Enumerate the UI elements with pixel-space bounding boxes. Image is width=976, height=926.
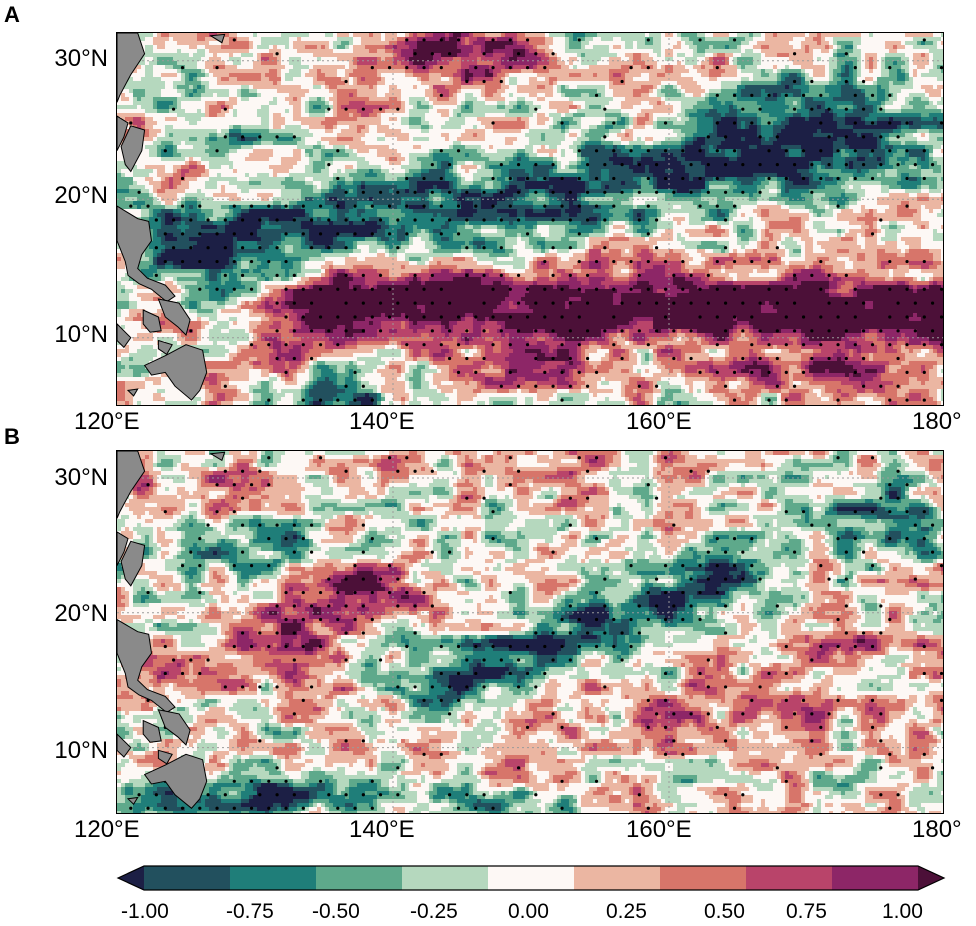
colorbar-outline <box>116 865 946 891</box>
panel-a-field <box>117 33 943 405</box>
significance-stippling <box>129 456 943 810</box>
colorbar-max-extend <box>918 866 944 890</box>
colorbar-segment <box>402 866 489 890</box>
panel-b-lon-tick: 180° <box>912 816 962 843</box>
colorbar-min-extend <box>118 866 144 890</box>
panel-b-map <box>116 450 944 814</box>
colorbar-tick-label: 0.50 <box>704 900 745 923</box>
panel-b-label: B <box>4 424 20 449</box>
panel-b-lat-tick: 10°N <box>54 737 108 764</box>
panel-a-lon-tick: 160°E <box>626 408 692 435</box>
gridlines <box>117 451 943 813</box>
colorbar-tick-label: -1.00 <box>121 900 169 923</box>
colorbar-tick-label: 1.00 <box>882 900 923 923</box>
colorbar-tick-label: -0.25 <box>410 900 458 923</box>
panel-b-lon-tick: 140°E <box>349 816 415 843</box>
shaded-field <box>117 33 943 405</box>
colorbar-tick-label: 0.00 <box>508 900 549 923</box>
colorbar-segment <box>660 866 747 890</box>
panel-b-lon-tick: 120°E <box>74 816 140 843</box>
shaded-field <box>117 451 943 813</box>
colorbar-segment <box>574 866 661 890</box>
panel-a-lat-tick: 20°N <box>54 182 108 209</box>
panel-a-lon-tick: 140°E <box>349 408 415 435</box>
panel-a-lon-tick: 180° <box>912 408 962 435</box>
colorbar-segment <box>144 866 231 890</box>
colorbar-tick-label: 0.25 <box>606 900 647 923</box>
panel-b-lat-tick: 30°N <box>54 464 108 491</box>
panel-a-lon-tick: 120°E <box>74 408 140 435</box>
colorbar-tick-label: 0.75 <box>786 900 827 923</box>
land-mask <box>117 33 226 401</box>
significance-stippling <box>129 38 943 402</box>
gridlines <box>117 33 943 405</box>
colorbar-segment <box>832 866 919 890</box>
colorbar <box>116 865 946 891</box>
panel-a-lat-tick: 30°N <box>54 45 108 72</box>
land-mask <box>117 451 226 809</box>
colorbar-segment <box>316 866 403 890</box>
colorbar-segment <box>488 866 575 890</box>
colorbar-tick-label: -0.75 <box>226 900 274 923</box>
panel-b-lat-tick: 20°N <box>54 600 108 627</box>
colorbar-segment <box>230 866 317 890</box>
panel-b-lon-tick: 160°E <box>626 816 692 843</box>
colorbar-tick-label: -0.50 <box>312 900 360 923</box>
panel-a-lat-tick: 10°N <box>54 321 108 348</box>
panel-a-label: A <box>4 2 20 27</box>
colorbar-segment <box>746 866 833 890</box>
panel-a-map <box>116 32 944 406</box>
panel-b-field <box>117 451 943 813</box>
